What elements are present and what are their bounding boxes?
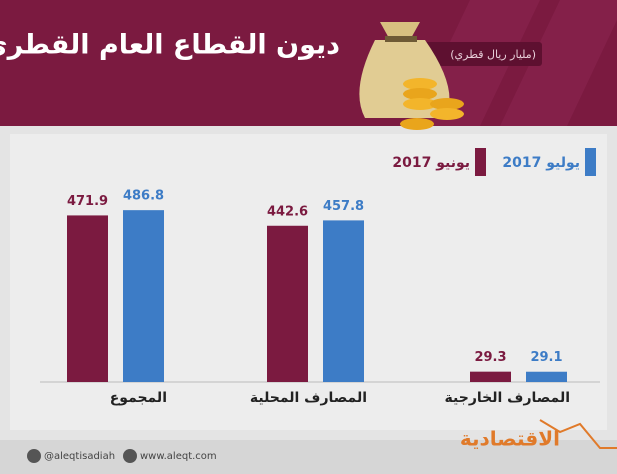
bar [526,371,567,382]
footer-band [0,440,617,474]
twitter-icon [27,449,41,463]
value-label: 486.8 [123,189,164,204]
bar [123,210,164,382]
web-icon [123,449,137,463]
bar [67,215,108,382]
bar [267,225,308,382]
logo-line [539,419,617,449]
bar [323,220,364,382]
subtitle-box [424,42,542,66]
money-bag-icon [359,22,464,130]
value-label: 29.3 [474,350,506,365]
value-label: 442.6 [267,204,308,219]
subtitle: (مليار ريال قطري) [450,48,536,61]
value-label: 471.9 [67,194,108,209]
category-label: المصارف المحلية [250,390,367,406]
footer-twitter: @aleqtisadiah [44,451,115,462]
legend-swatch [475,148,486,176]
category-label: المصارف الخارجية [445,390,570,406]
legend-label: يوليو 2017 [502,155,580,171]
value-label: 29.1 [530,350,562,365]
legend-swatch [585,148,596,176]
category-label: المجموع [110,390,167,406]
bar [470,371,511,382]
header-stripes [410,0,617,126]
legend-label: يونيو 2017 [392,155,470,171]
footer-logo: الاقتصادية [460,427,560,451]
chart-title: ديون القطاع العام القطري [0,30,340,61]
footer-website: www.aleqt.com [140,451,217,462]
value-label: 457.8 [323,199,364,214]
